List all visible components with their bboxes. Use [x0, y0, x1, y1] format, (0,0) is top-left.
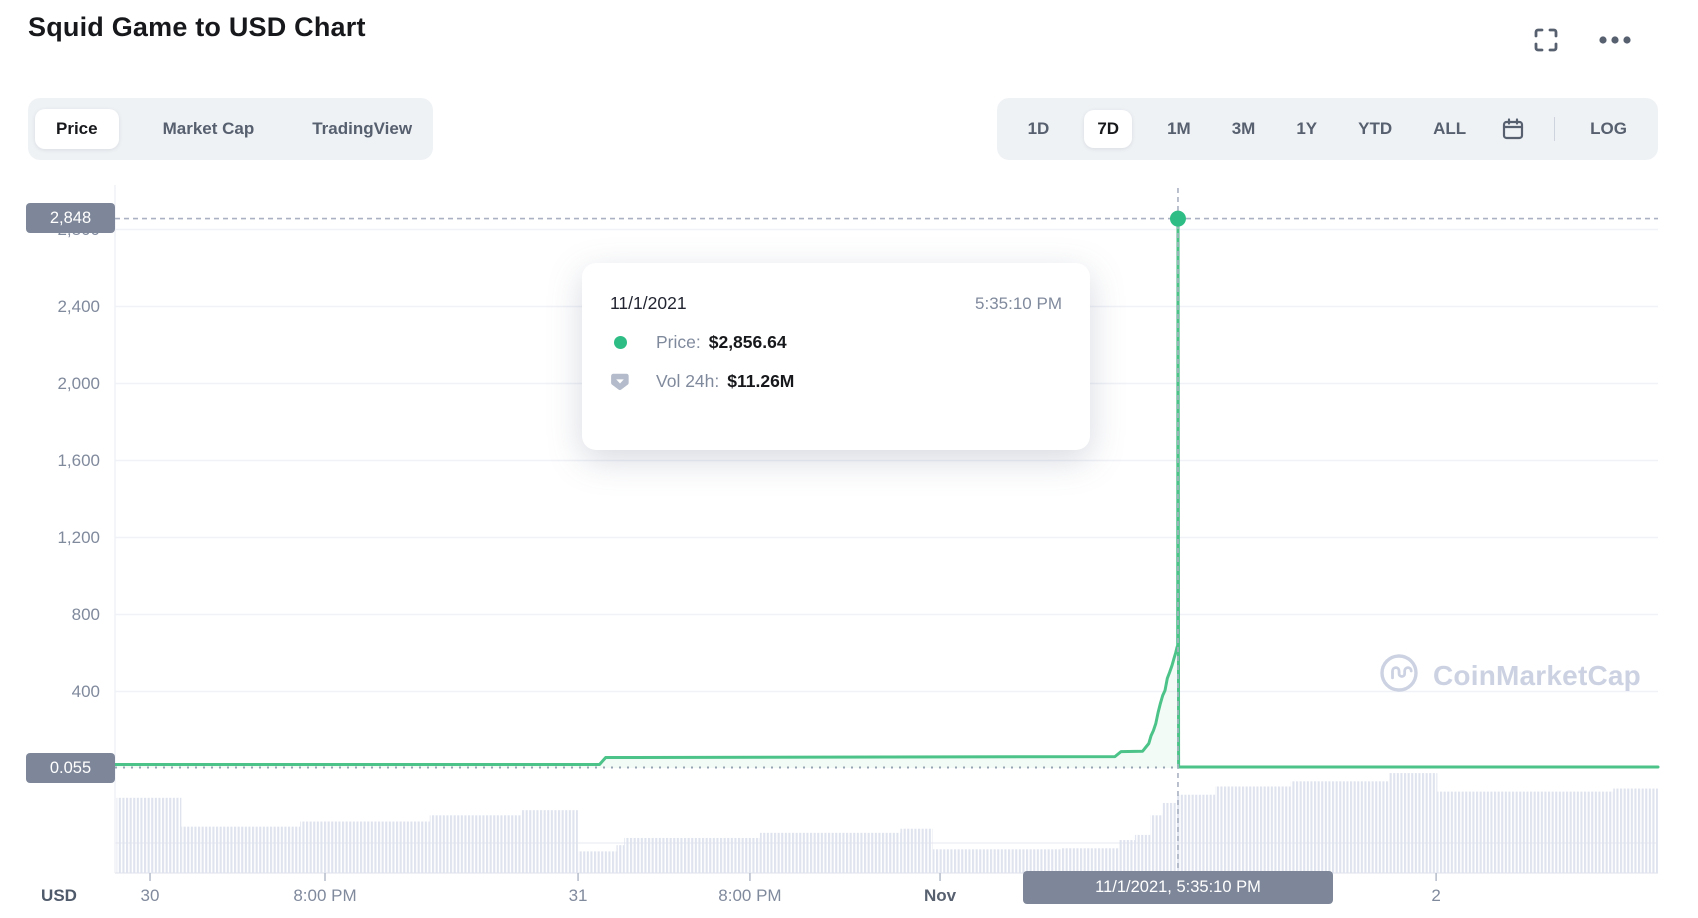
y-axis-tick-label: 800: [71, 605, 100, 624]
chart-controls-row: Price Market Cap TradingView 1D 7D 1M 3M 1Y YTD…: [0, 98, 1698, 160]
tooltip-volume-value: $11.26M: [727, 371, 795, 391]
tooltip-time: 5:35:10 PM: [975, 294, 1062, 313]
y-axis-tick-label: 1,600: [57, 451, 100, 470]
x-axis-tick-label: 30: [140, 886, 160, 905]
range-7d[interactable]: 7D: [1084, 110, 1133, 148]
current-price-badge: 0.055: [26, 753, 115, 783]
tab-tradingview[interactable]: TradingView: [298, 109, 426, 149]
crosshair-price-badge: 2,848: [26, 203, 115, 233]
page-title: Squid Game to USD Chart: [28, 12, 366, 42]
time-range-toolbar: 1D 7D 1M 3M 1Y YTD ALL LOG: [996, 98, 1658, 160]
calendar-icon[interactable]: [1501, 117, 1525, 141]
x-axis-tick-label: 8:00 PM: [718, 886, 782, 905]
range-ytd[interactable]: YTD: [1352, 110, 1398, 148]
range-1y[interactable]: 1Y: [1290, 110, 1323, 148]
toolbar-divider: [1554, 117, 1556, 141]
tab-market-cap[interactable]: Market Cap: [149, 109, 269, 149]
range-1m[interactable]: 1M: [1161, 110, 1197, 148]
fullscreen-icon[interactable]: [1532, 26, 1560, 54]
tooltip-header: 11/1/2021 5:35:10 PM: [610, 293, 1062, 314]
volume-shield-icon: [610, 372, 630, 392]
tooltip-price-label: Price:: [656, 332, 701, 352]
log-scale-toggle[interactable]: LOG: [1584, 110, 1633, 148]
y-axis-tick-label: 2,400: [57, 297, 100, 316]
x-axis-tick-label: Nov: [923, 886, 957, 905]
y-axis-tick-label: 1,200: [57, 528, 100, 547]
more-options-icon[interactable]: [1598, 35, 1632, 45]
tooltip-price-value: $2,856.64: [708, 332, 787, 352]
x-axis-tick-label: 2: [1431, 886, 1441, 905]
range-3m[interactable]: 3M: [1226, 110, 1262, 148]
tooltip-date: 11/1/2021: [610, 293, 687, 313]
y-axis-unit-label: USD: [41, 886, 77, 905]
tooltip-price-row: Price: $2,856.64: [610, 332, 1062, 353]
tab-price[interactable]: Price: [35, 109, 119, 149]
x-axis-tick-label: 8:00 PM: [293, 886, 357, 905]
range-1d[interactable]: 1D: [1022, 110, 1056, 148]
tooltip-volume-label: Vol 24h:: [656, 371, 720, 391]
chart-type-tabs: Price Market Cap TradingView: [28, 98, 434, 160]
range-all[interactable]: ALL: [1427, 110, 1472, 148]
tooltip-volume-row: Vol 24h: $11.26M: [610, 371, 1062, 392]
crosshair-date-badge: 11/1/2021, 5:35:10 PM: [1023, 871, 1333, 904]
chart-tooltip: 11/1/2021 5:35:10 PM Price: $2,856.64 Vo…: [582, 263, 1090, 450]
x-axis-tick-label: 31: [568, 886, 588, 905]
y-axis-tick-label: 400: [71, 682, 100, 701]
y-axis-tick-label: 2,000: [57, 374, 100, 393]
price-series-dot-icon: [610, 333, 630, 353]
header-icons: [1532, 26, 1632, 54]
